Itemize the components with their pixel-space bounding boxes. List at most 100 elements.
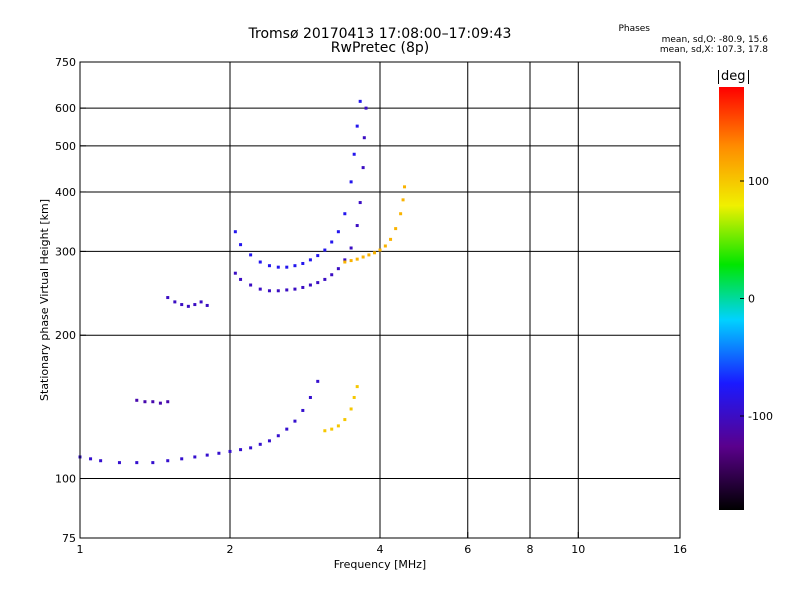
x-tick-label: 16 <box>673 543 687 556</box>
echo-point <box>308 395 312 399</box>
echo-point <box>355 385 359 389</box>
echo-point <box>158 401 162 405</box>
echo-point <box>166 459 170 463</box>
x-tick-label: 6 <box>464 543 471 556</box>
echo-point <box>361 255 365 259</box>
echo-point <box>285 265 289 269</box>
echo-point <box>239 448 243 452</box>
echo-point <box>233 271 237 275</box>
echo-point <box>364 106 368 110</box>
echo-point <box>293 419 297 423</box>
echo-point <box>389 237 393 241</box>
echo-point <box>343 212 347 216</box>
echo-point <box>401 198 405 202</box>
x-tick-label: 4 <box>377 543 384 556</box>
echo-point <box>249 253 253 257</box>
echo-point <box>143 400 147 404</box>
echo-point <box>308 283 312 287</box>
echo-point <box>343 418 347 422</box>
echo-point <box>180 457 184 461</box>
x-tick-label: 1 <box>77 543 84 556</box>
echo-point <box>323 248 327 252</box>
echo-point <box>316 281 320 285</box>
y-tick-label: 400 <box>55 186 76 199</box>
echo-point <box>186 304 190 308</box>
chart-title: Tromsø 20170413 17:08:00–17:09:43 <box>248 26 512 42</box>
echo-point <box>267 264 271 268</box>
echo-point <box>308 258 312 262</box>
echo-point <box>199 300 203 304</box>
echo-point <box>135 398 139 402</box>
echo-point <box>349 180 353 184</box>
echo-point <box>166 400 170 404</box>
echo-point <box>378 248 382 252</box>
echo-point <box>323 277 327 281</box>
y-tick-label: 750 <box>55 56 76 69</box>
echo-point <box>276 434 280 438</box>
echo-point <box>336 267 340 271</box>
echo-point <box>293 287 297 291</box>
echo-point <box>258 442 262 446</box>
echo-point <box>151 400 155 404</box>
y-tick-label: 75 <box>62 532 76 545</box>
echo-point <box>99 459 103 463</box>
echo-point <box>249 283 253 287</box>
echo-point <box>239 277 243 281</box>
echo-point <box>343 260 347 264</box>
colorbar-tick-label: -100 <box>748 410 773 423</box>
echo-point <box>367 253 371 257</box>
echo-point <box>193 455 197 459</box>
echo-point <box>352 152 356 156</box>
x-tick-label: 10 <box>571 543 585 556</box>
echo-point <box>343 258 347 262</box>
y-tick-label: 100 <box>55 473 76 486</box>
echo-point <box>267 439 271 443</box>
echo-point <box>193 303 197 307</box>
echo-point <box>330 427 334 431</box>
echo-point <box>301 261 305 265</box>
echo-point <box>399 212 403 216</box>
phase-stats-heading: Phases <box>618 24 650 34</box>
chart-subtitle: RwPretec (8p) <box>330 40 430 56</box>
echo-point <box>249 446 253 450</box>
echo-point <box>239 243 243 247</box>
echo-points <box>78 99 407 465</box>
echo-point <box>330 240 334 244</box>
colorbar-tick-label: 100 <box>748 175 769 188</box>
echo-point <box>362 136 366 140</box>
echo-point <box>301 408 305 412</box>
echo-point <box>301 285 305 289</box>
echo-point <box>383 244 387 248</box>
echo-point <box>349 259 353 263</box>
y-axis-label: Stationary phase Virtual Height [km] <box>38 199 51 401</box>
echo-point <box>349 246 353 250</box>
echo-point <box>89 457 93 461</box>
echo-point <box>355 124 359 128</box>
echo-point <box>228 449 232 453</box>
echo-point <box>276 289 280 293</box>
echo-point <box>233 230 237 234</box>
echo-point <box>166 296 170 300</box>
x-axis-label: Frequency [MHz] <box>334 558 426 571</box>
echo-point <box>205 303 209 307</box>
echo-point <box>349 407 353 411</box>
echo-point <box>358 201 362 205</box>
grid-lines <box>80 62 680 538</box>
echo-point <box>330 273 334 277</box>
echo-point <box>394 227 398 231</box>
echo-point <box>285 427 289 431</box>
axis-ticks: 1 2 4 6 8 10 16 75 100 200 300 400 500 600 750 <box>55 56 687 556</box>
x-tick-label: 2 <box>227 543 234 556</box>
echo-point <box>117 461 121 465</box>
echo-point <box>336 424 340 428</box>
echo-point <box>403 185 407 189</box>
echo-point <box>180 303 184 307</box>
echo-point <box>151 461 155 465</box>
echo-point <box>316 254 320 258</box>
colorbar-ticks: 100 0 -100 <box>740 175 773 423</box>
echo-point <box>217 451 221 455</box>
echo-point <box>205 453 209 457</box>
echo-point <box>361 166 365 170</box>
echo-point <box>352 395 356 399</box>
echo-point <box>336 230 340 234</box>
